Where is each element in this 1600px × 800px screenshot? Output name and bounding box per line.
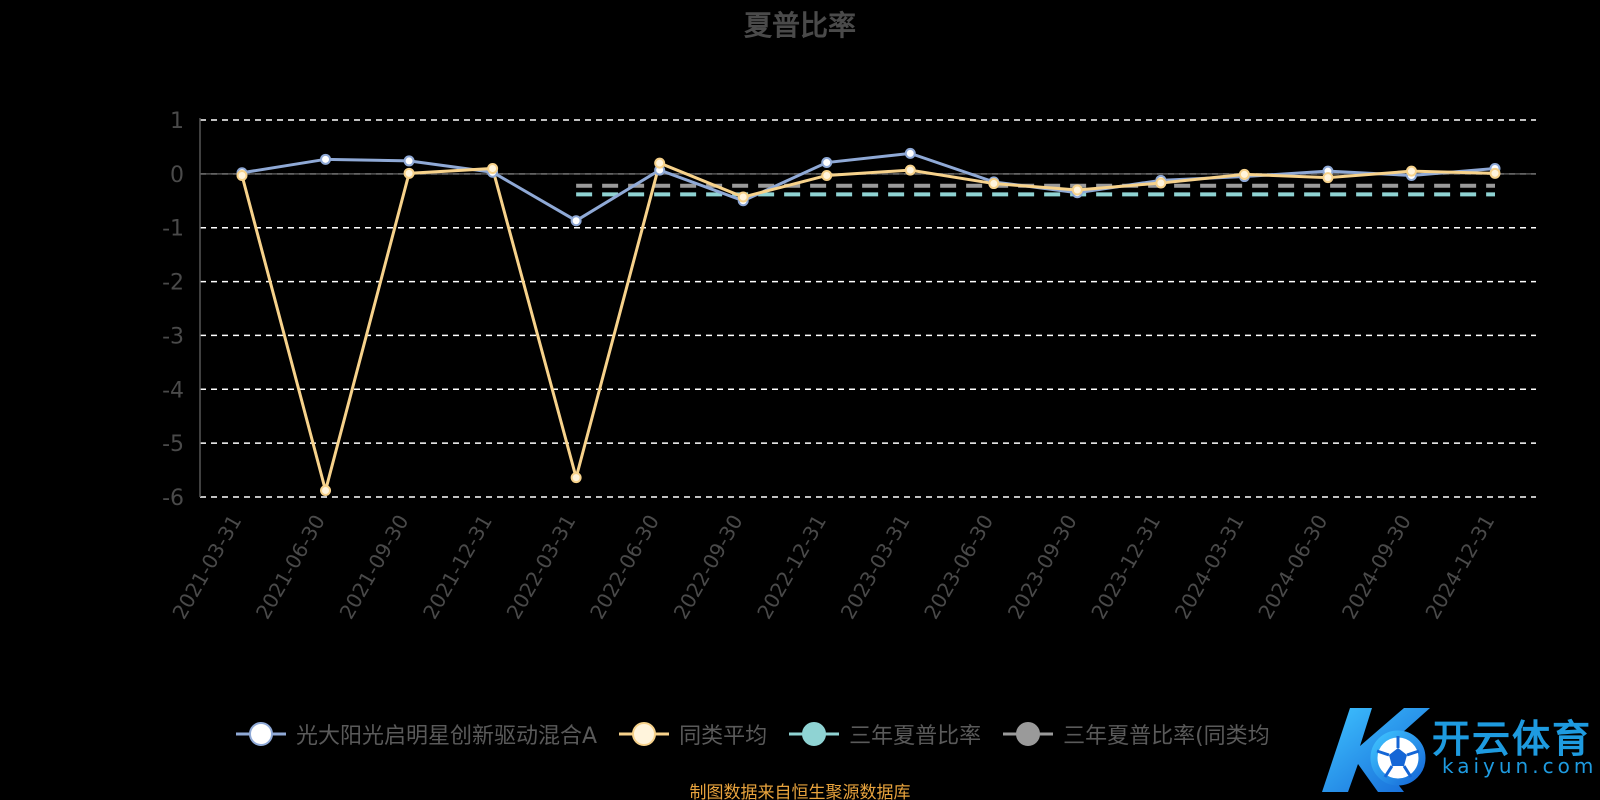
average-data-point <box>403 167 415 179</box>
y-tick-label: 1 <box>170 109 184 134</box>
legend-label-three-year-sharpe-average: 三年夏普比率(同类均 <box>1063 724 1270 749</box>
legend-label-fund: 光大阳光启明星创新驱动混合A <box>296 724 598 749</box>
average-data-point <box>1238 168 1250 180</box>
legend-item-three-year-sharpe[interactable]: 三年夏普比率 <box>789 718 981 750</box>
average-data-point <box>654 157 666 169</box>
fund-data-point <box>821 157 833 169</box>
average-data-point <box>320 485 332 497</box>
average-data-point <box>570 472 582 484</box>
fund-data-point <box>320 153 332 165</box>
x-tick-label: 2021-03-31 <box>167 511 246 624</box>
fund-series-line <box>241 151 1496 223</box>
y-tick-label: -5 <box>162 432 184 457</box>
x-tick-label: 2023-09-30 <box>1003 511 1082 624</box>
x-tick-label: 2023-06-30 <box>919 511 998 624</box>
average-series-line <box>240 161 1496 497</box>
legend-swatch-three-year-average-icon <box>1003 722 1054 746</box>
y-tick-label: 0 <box>170 163 184 188</box>
average-data-point <box>1071 184 1083 196</box>
legend-label-category-average: 同类平均 <box>679 724 768 749</box>
average-data-point <box>1405 165 1417 177</box>
y-tick-label: -1 <box>162 217 184 242</box>
x-tick-label: 2021-09-30 <box>334 510 413 623</box>
fund-data-point <box>570 215 582 227</box>
x-tick-label: 2024-06-30 <box>1253 511 1332 624</box>
average-data-point <box>821 169 833 181</box>
average-data-point <box>1155 177 1167 189</box>
kaiyun-logo-icon <box>1322 708 1430 792</box>
legend-item-fund[interactable]: 光大阳光启明星创新驱动混合A <box>236 718 597 750</box>
logo-text-cn: 开云体育 <box>1432 717 1593 761</box>
fund-data-point <box>904 147 916 159</box>
legend-item-category-average[interactable]: 同类平均 <box>619 718 767 750</box>
average-data-point <box>737 191 749 203</box>
x-tick-label: 2024-12-31 <box>1420 511 1499 624</box>
average-data-point <box>1489 167 1501 179</box>
x-tick-label: 2024-03-31 <box>1170 511 1249 624</box>
legend-label-three-year-sharpe: 三年夏普比率 <box>849 724 982 749</box>
average-data-point <box>1322 172 1334 184</box>
average-data-point <box>904 164 916 176</box>
x-tick-label: 2022-09-30 <box>669 511 748 624</box>
x-tick-label: 2022-12-31 <box>752 511 831 624</box>
fund-data-point <box>403 155 415 167</box>
data-source-note: 制图数据来自恒生聚源数据库 <box>689 783 911 800</box>
logo-text-en: kaiyun.com <box>1442 754 1598 778</box>
legend-item-three-year-sharpe-average[interactable]: 三年夏普比率(同类均 <box>1003 718 1270 750</box>
x-tick-label: 2023-12-31 <box>1086 511 1165 624</box>
x-tick-label: 2023-03-31 <box>836 510 915 623</box>
x-tick-label: 2024-09-30 <box>1337 511 1416 624</box>
chart-legend: 光大阳光启明星创新驱动混合A 同类平均 三年夏普比率 三年夏普比率(同类均 <box>236 718 1270 750</box>
y-tick-label: -6 <box>162 486 184 511</box>
x-tick-label: 2021-12-31 <box>418 510 497 623</box>
legend-swatch-three-year-icon <box>789 722 840 746</box>
y-tick-label: -2 <box>162 271 184 296</box>
legend-swatch-fund-icon <box>236 722 286 746</box>
x-tick-label: 2022-06-30 <box>585 511 664 624</box>
x-tick-label: 2021-06-30 <box>251 511 330 624</box>
average-data-point <box>236 169 248 181</box>
y-tick-label: -3 <box>162 324 184 349</box>
x-tick-label: 2022-03-31 <box>502 511 581 624</box>
average-data-point <box>988 178 1000 190</box>
chart-title: 夏普比率 <box>743 9 856 42</box>
average-data-point <box>487 162 499 174</box>
y-tick-label: -4 <box>162 378 184 403</box>
legend-swatch-average-icon <box>619 722 670 746</box>
